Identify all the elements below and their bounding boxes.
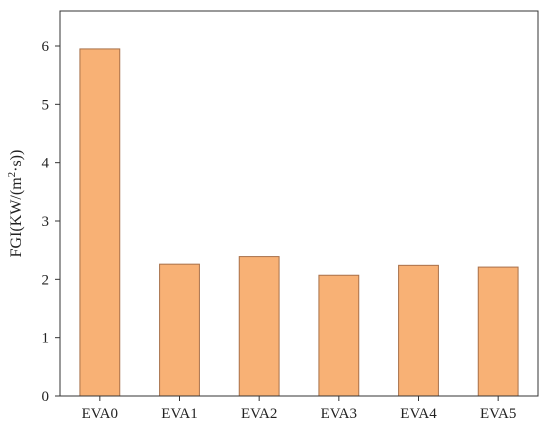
y-axis-title-base: FGI(KW/(m xyxy=(8,177,25,258)
y-tick-label: 4 xyxy=(42,156,50,172)
x-tick-label: EVA2 xyxy=(241,406,277,422)
x-axis-ticks: EVA0 EVA1 EVA2 EVA3 EVA4 EVA5 xyxy=(82,396,516,422)
bar-eva5 xyxy=(477,266,519,397)
bar-eva0 xyxy=(79,48,121,397)
y-tick-label: 1 xyxy=(42,331,50,347)
x-tick-label: EVA4 xyxy=(400,406,437,422)
y-axis-ticks: 0 1 2 3 4 5 6 xyxy=(42,39,60,405)
x-tick-label: EVA3 xyxy=(321,406,357,422)
y-axis-title-tail: ·s)) xyxy=(8,150,25,172)
bars-group xyxy=(79,48,519,397)
y-tick-label: 6 xyxy=(42,39,50,55)
y-tick-label: 0 xyxy=(42,389,50,405)
y-tick-label: 2 xyxy=(42,272,50,288)
x-tick-label: EVA1 xyxy=(161,406,197,422)
bar-eva3 xyxy=(318,274,360,397)
y-axis-title-sup: 2 xyxy=(6,172,18,178)
bar-eva2 xyxy=(238,256,280,397)
y-axis-title: FGI(KW/(m2·s)) xyxy=(6,150,25,258)
y-tick-label: 3 xyxy=(42,214,50,230)
bar-eva4 xyxy=(398,264,439,397)
x-tick-label: EVA0 xyxy=(82,406,118,422)
plot-frame xyxy=(59,10,539,397)
bar-eva1 xyxy=(159,263,200,397)
x-tick-label: EVA5 xyxy=(480,406,516,422)
y-tick-label: 5 xyxy=(42,97,50,113)
